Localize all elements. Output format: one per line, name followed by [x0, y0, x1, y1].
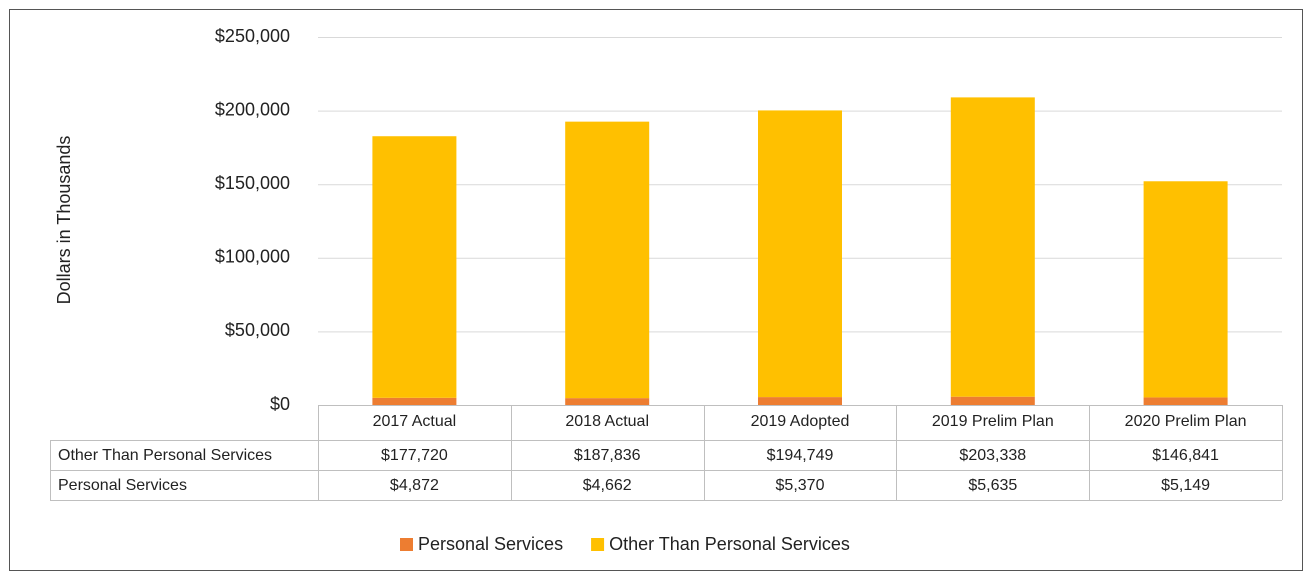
table-cell: $194,749 [767, 447, 834, 464]
bar [758, 397, 842, 405]
y-tick-label: $100,000 [215, 247, 290, 267]
bar [950, 97, 1035, 397]
table-cell: $5,370 [776, 477, 825, 494]
table-cell: $5,635 [968, 477, 1017, 494]
chart-border [9, 9, 1303, 571]
table-row-label: Personal Services [58, 477, 187, 494]
legend-swatch [591, 538, 605, 551]
table-cell: $177,720 [381, 447, 448, 464]
table-cell: $4,662 [583, 477, 632, 494]
y-tick-label: $50,000 [225, 320, 290, 340]
bar [1143, 397, 1228, 405]
bar [1143, 181, 1228, 398]
bar [758, 110, 842, 398]
legend-label: Other Than Personal Services [609, 534, 850, 554]
table-cell: $146,841 [1152, 447, 1219, 464]
bar [372, 397, 457, 405]
table-row-label: Other Than Personal Services [58, 447, 272, 464]
table-cell: $4,872 [390, 477, 439, 494]
y-tick-label: $250,000 [215, 26, 290, 46]
bar [950, 396, 1035, 405]
y-tick-label: $200,000 [215, 99, 290, 119]
table-cell: $5,149 [1161, 477, 1210, 494]
bar [565, 121, 650, 399]
table-cell: $187,836 [574, 447, 641, 464]
x-tick-label: 2020 Prelim Plan [1125, 413, 1247, 430]
legend-label: Personal Services [418, 534, 563, 554]
legend-swatch [400, 538, 413, 551]
x-tick-label: 2018 Actual [565, 413, 649, 430]
table-cell: $203,338 [959, 447, 1026, 464]
bar [565, 398, 650, 405]
x-tick-label: 2017 Actual [373, 413, 457, 430]
x-tick-label: 2019 Adopted [751, 413, 850, 430]
bar [372, 136, 457, 398]
x-tick-label: 2019 Prelim Plan [932, 413, 1054, 430]
y-tick-label: $0 [270, 394, 290, 414]
y-axis-label: Dollars in Thousands [54, 136, 74, 305]
y-tick-label: $150,000 [215, 173, 290, 193]
